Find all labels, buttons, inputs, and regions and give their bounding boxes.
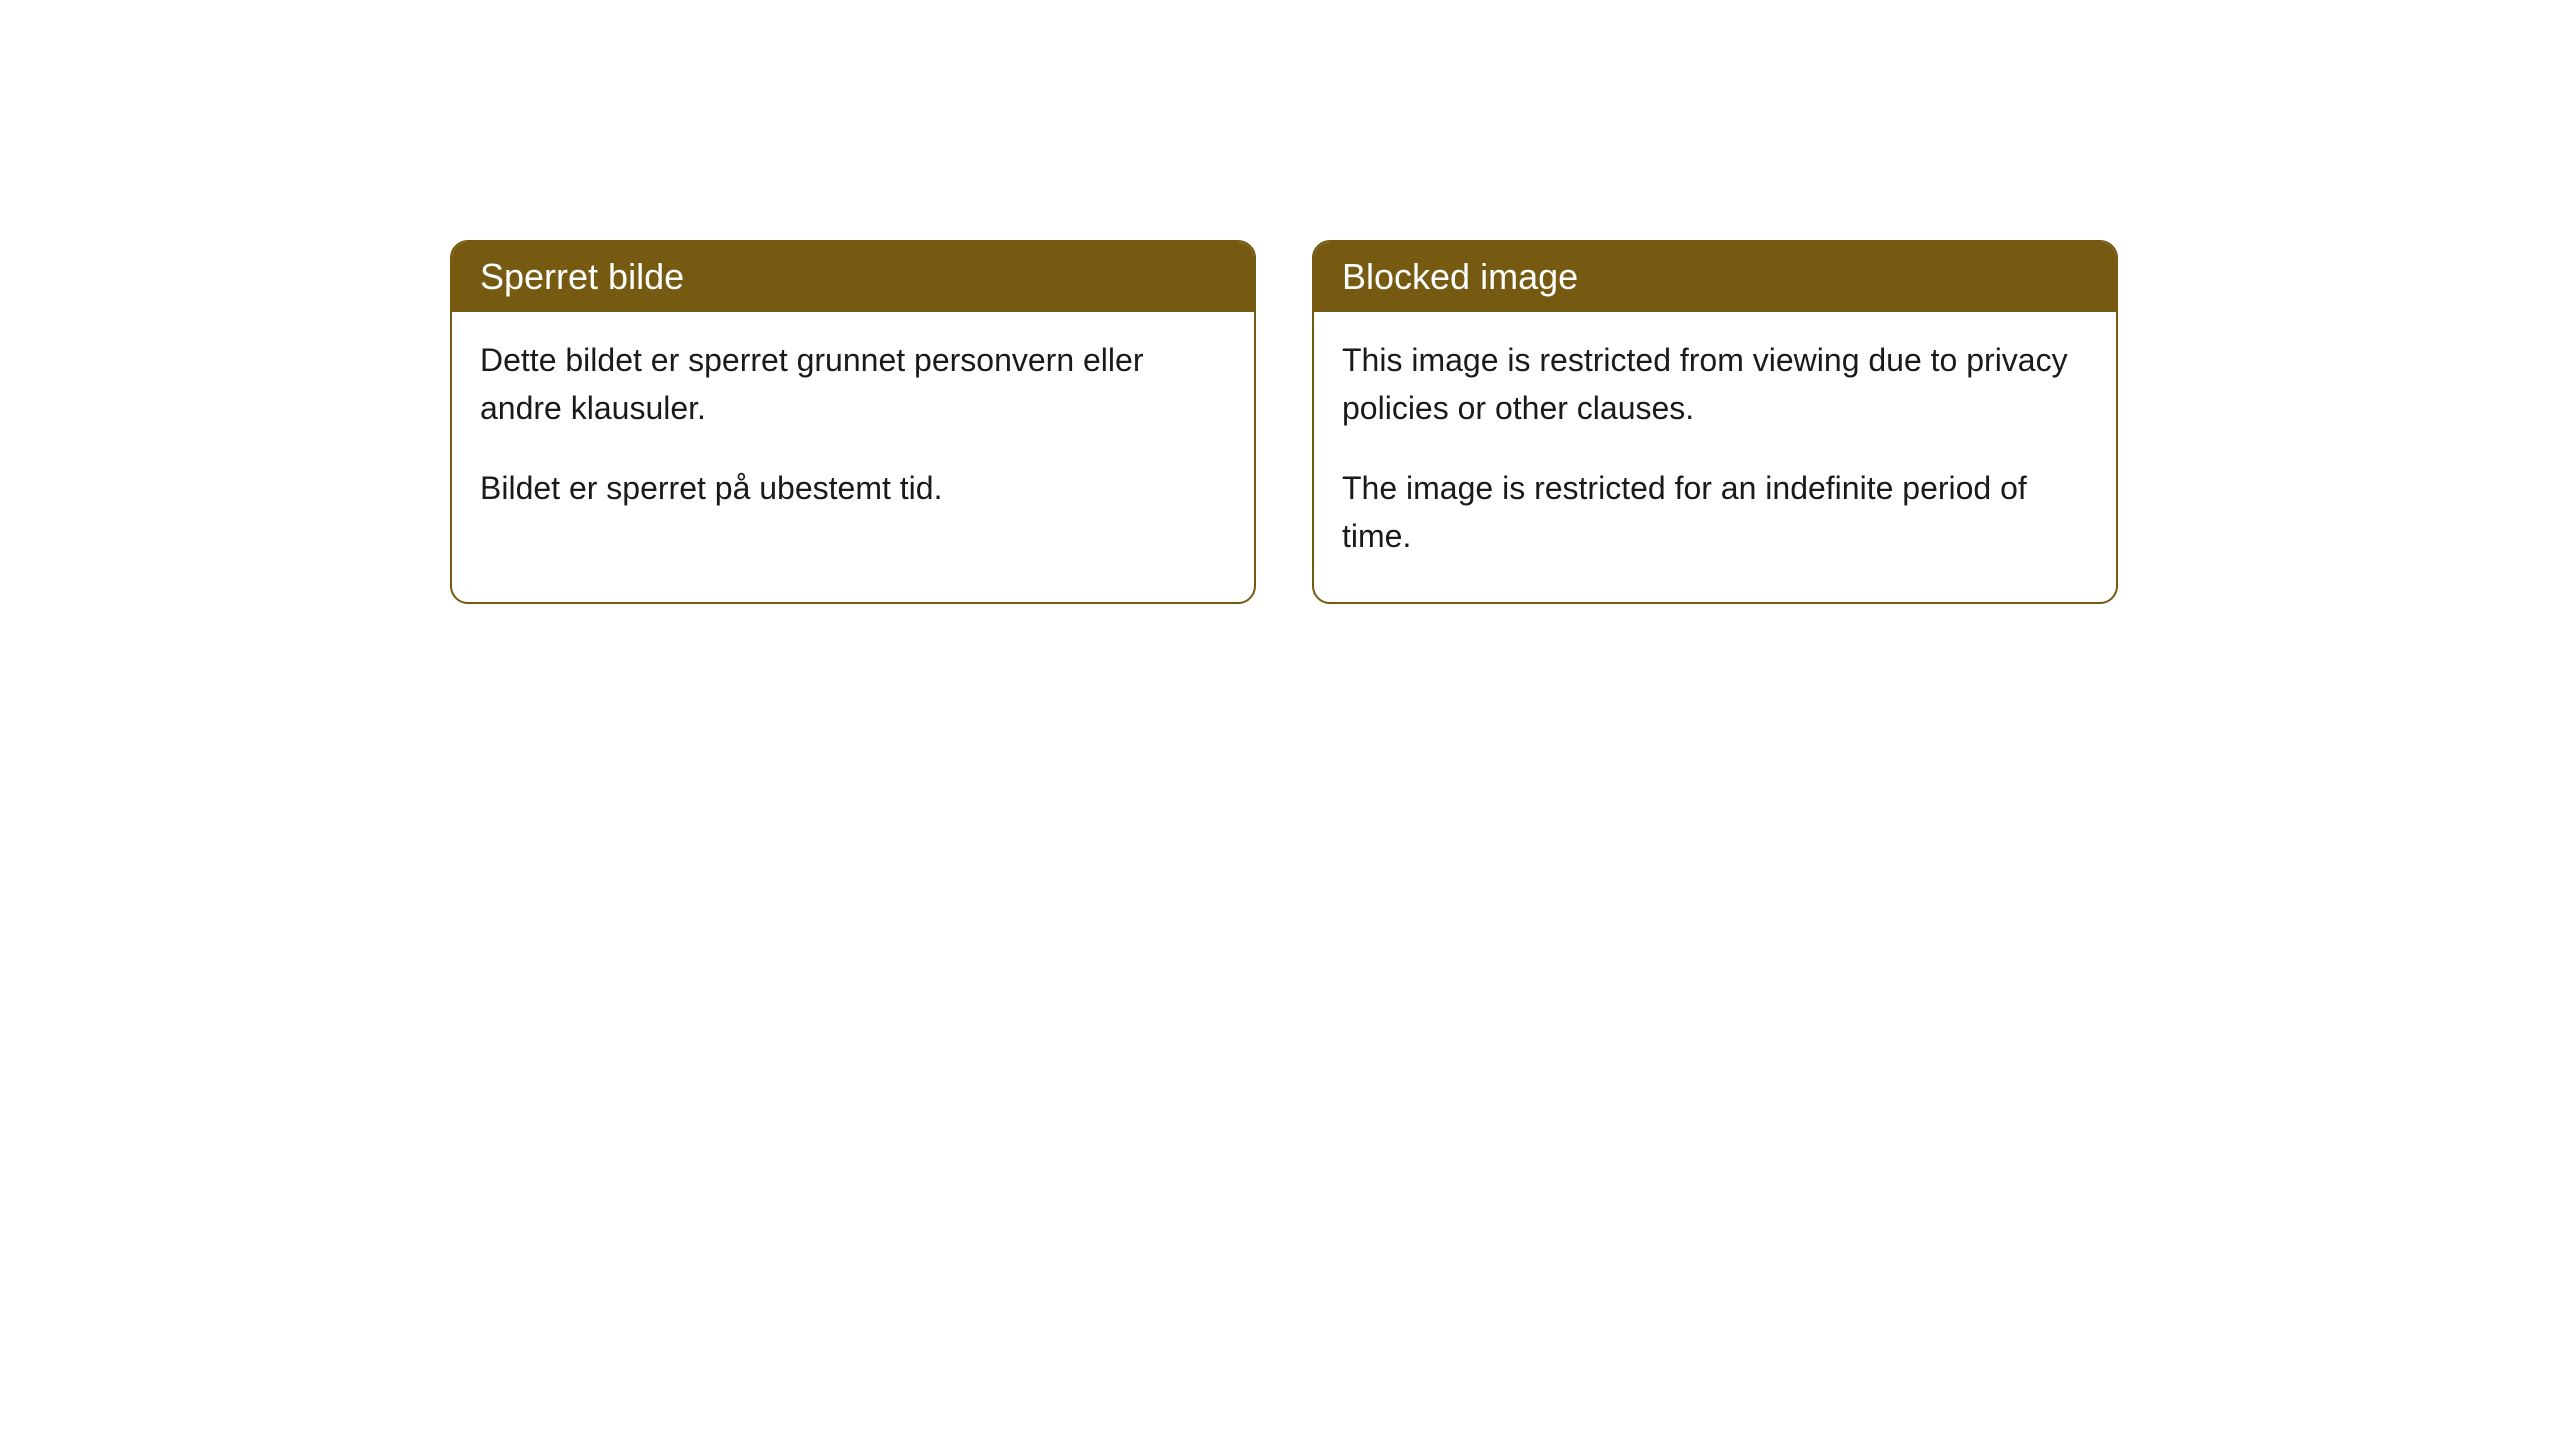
card-text-line1: Dette bildet er sperret grunnet personve…	[480, 336, 1226, 432]
card-text-line1: This image is restricted from viewing du…	[1342, 336, 2088, 432]
card-body-english: This image is restricted from viewing du…	[1314, 312, 2116, 602]
card-body-norwegian: Dette bildet er sperret grunnet personve…	[452, 312, 1254, 554]
card-title: Sperret bilde	[480, 256, 684, 297]
card-header-norwegian: Sperret bilde	[452, 242, 1254, 312]
card-header-english: Blocked image	[1314, 242, 2116, 312]
card-text-line2: The image is restricted for an indefinit…	[1342, 464, 2088, 560]
card-text-line2: Bildet er sperret på ubestemt tid.	[480, 464, 1226, 512]
cards-container: Sperret bilde Dette bildet er sperret gr…	[450, 240, 2560, 604]
blocked-image-card-english: Blocked image This image is restricted f…	[1312, 240, 2118, 604]
card-title: Blocked image	[1342, 256, 1578, 297]
blocked-image-card-norwegian: Sperret bilde Dette bildet er sperret gr…	[450, 240, 1256, 604]
